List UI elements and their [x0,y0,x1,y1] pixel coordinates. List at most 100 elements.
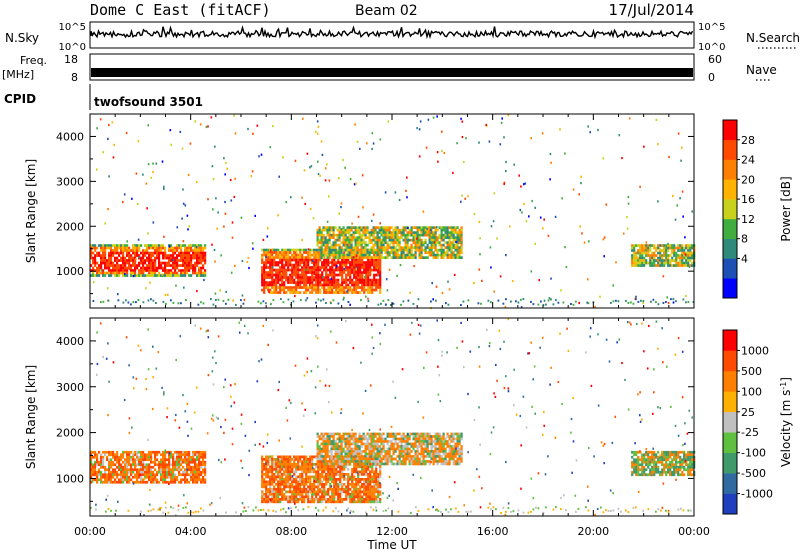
echo-cell [357,231,359,234]
echo-cell [319,435,321,438]
echo-cell [333,241,335,244]
scatter-cell [436,226,438,228]
echo-cell [295,254,297,257]
echo-cell [134,249,136,252]
echo-cell [275,463,277,466]
echo-cell [351,244,353,247]
echo-cell [112,264,114,267]
scatter-cell [380,138,382,140]
echo-cell [319,274,321,277]
scatter-cell [673,301,675,303]
echo-cell [204,466,206,469]
echo-cell [152,267,154,270]
echo-cell [357,491,359,494]
echo-cell [345,229,347,232]
echo-cell [150,269,152,272]
echo-cell [333,259,335,262]
echo-cell [415,234,417,237]
echo-cell [457,231,459,234]
echo-cell [343,244,345,247]
echo-cell [655,247,657,250]
echo-cell [325,229,327,232]
echo-cell [449,256,451,259]
echo-cell [281,493,283,496]
echo-cell [375,231,377,234]
echo-cell [277,456,279,459]
echo-cell [397,241,399,244]
echo-cell [375,249,377,252]
scatter-cell [162,161,164,163]
echo-cell [140,274,142,277]
echo-cell [323,286,325,289]
echo-cell [275,271,277,274]
echo-cell [341,251,343,254]
echo-cell [373,231,375,234]
echo-cell [395,239,397,242]
echo-cell [349,231,351,234]
echo-cell [271,491,273,494]
echo-cell [341,246,343,249]
echo-cell [665,252,667,255]
echo-cell [132,272,134,275]
echo-cell [289,483,291,486]
echo-cell [160,466,162,469]
nsearch-tick-bottom: 10^0 [698,42,725,53]
echo-cell [108,247,110,250]
echo-cell [305,264,307,267]
echo-cell [271,276,273,279]
echo-cell [359,491,361,494]
echo-cell [341,274,343,277]
echo-cell [397,256,399,259]
echo-cell [369,471,371,474]
echo-cell [331,468,333,471]
echo-cell [92,257,94,260]
plot-title: Dome C East (fitACF) [90,1,271,19]
echo-cell [317,463,319,466]
echo-cell [114,257,116,260]
echo-cell [289,274,291,277]
echo-cell [369,284,371,287]
echo-cell [379,236,381,239]
echo-cell [333,483,335,486]
echo-cell [349,435,351,438]
echo-cell [315,498,317,501]
echo-cell [377,481,379,484]
echo-cell [347,440,349,443]
echo-cell [347,493,349,496]
scatter-cell [211,116,213,118]
echo-cell [269,486,271,489]
echo-cell [285,456,287,459]
echo-cell [134,262,136,265]
echo-cell [369,289,371,292]
echo-cell [176,262,178,265]
echo-cell [321,239,323,242]
scatter-cell [581,232,583,234]
echo-cell [439,241,441,244]
echo-cell [351,264,353,267]
echo-cell [100,473,102,476]
echo-cell [267,461,269,464]
echo-cell [299,256,301,259]
echo-cell [343,279,345,282]
echo-cell [413,231,415,234]
echo-cell [359,249,361,252]
echo-cell [341,488,343,491]
echo-cell [385,241,387,244]
echo-cell [659,264,661,267]
echo-cell [335,251,337,254]
echo-cell [162,453,164,456]
echo-cell [377,491,379,494]
echo-cell [94,468,96,471]
echo-cell [140,272,142,275]
scatter-cell [305,269,307,271]
echo-cell [110,274,112,277]
scatter-cell [366,142,368,144]
echo-cell [393,246,395,249]
echo-cell [347,478,349,481]
low-range-cell [198,304,200,306]
echo-cell [273,249,275,252]
echo-cell [423,249,425,252]
scatter-cell [462,121,464,123]
echo-cell [162,463,164,466]
echo-cell [200,466,202,469]
